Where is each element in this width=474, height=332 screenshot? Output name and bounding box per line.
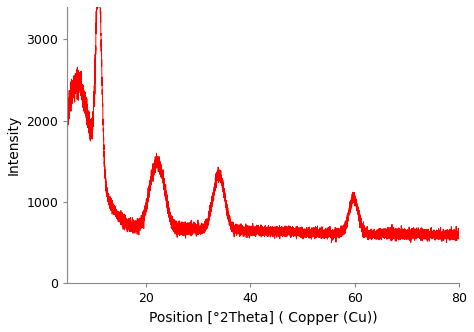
X-axis label: Position [°2Theta] ( Copper (Cu)): Position [°2Theta] ( Copper (Cu)) (149, 311, 378, 325)
Y-axis label: Intensity: Intensity (7, 115, 21, 175)
